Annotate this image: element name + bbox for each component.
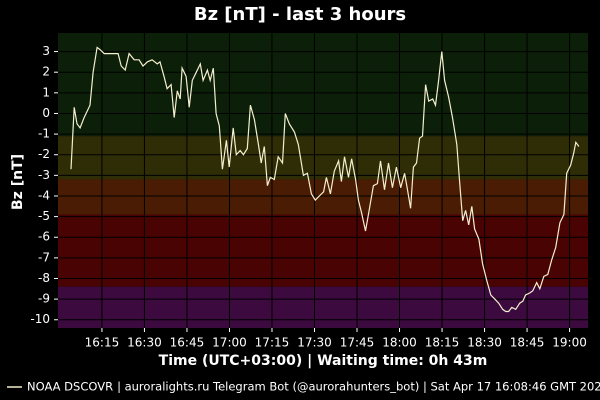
y-tick-label: -10 [30,312,50,326]
x-tick-label: 16:30 [127,336,162,350]
y-tick-label: -1 [38,127,50,141]
x-tick-label: 17:30 [297,336,332,350]
x-tick-label: 17:15 [255,336,290,350]
x-tick-label: 17:00 [212,336,247,350]
y-axis-label: Bz [nT] [10,154,26,210]
legend-entry: NOAA DSCOVR [27,380,113,394]
y-tick-label: 0 [42,106,50,120]
data-line [70,46,580,313]
y-tick-label: 2 [42,65,50,79]
x-tick-label: 18:00 [382,336,417,350]
x-axis-label: Time (UTC+03:00) | Waiting time: 0h 43m [159,353,488,369]
footer: | auroralights.ru Telegram Bot (@aurorah… [117,380,600,394]
band [58,33,588,137]
y-tick-label: -5 [38,209,50,223]
y-tick-label: -3 [38,168,50,182]
x-tick-label: 17:45 [340,336,375,350]
x-tick-label: 16:45 [170,336,205,350]
y-tick-label: 3 [42,44,50,58]
x-tick-label: 19:00 [552,336,587,350]
y-tick-label: 1 [42,85,50,99]
y-tick-label: -4 [38,188,50,202]
x-tick-label: 16:15 [85,336,120,350]
y-tick-label: -9 [38,292,50,306]
x-tick-label: 18:30 [467,336,502,350]
band [58,179,588,215]
band [58,214,588,287]
chart-title: Bz [nT] - last 3 hours [194,4,406,25]
y-tick-label: -7 [38,250,50,264]
band [58,136,588,180]
x-tick-label: 18:45 [510,336,545,350]
y-tick-label: -8 [38,271,50,285]
x-tick-label: 18:15 [425,336,460,350]
y-tick-label: -6 [38,230,50,244]
plot-area: 3 2 1 0 -1 -2 -3 -4 -5 -6 -7 -8 -9 -10 16:15 16:30 16:45… [30,33,588,350]
y-tick-label: -2 [38,147,50,161]
band [58,286,588,328]
